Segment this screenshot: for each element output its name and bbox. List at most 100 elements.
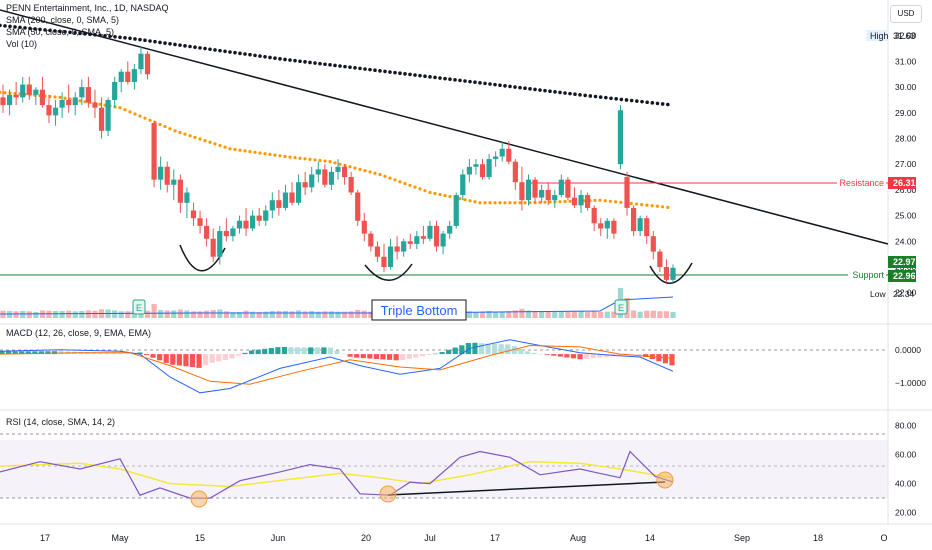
candle-body[interactable] xyxy=(79,87,85,98)
candle-body[interactable] xyxy=(433,225,440,247)
currency-button[interactable]: USD xyxy=(890,5,922,23)
rsi-divergence-line[interactable] xyxy=(387,481,666,496)
candle-body[interactable] xyxy=(0,97,6,106)
candle-body[interactable] xyxy=(328,171,335,185)
candle-body[interactable] xyxy=(197,218,203,226)
candle-body[interactable] xyxy=(663,267,670,280)
candle-body[interactable] xyxy=(52,107,59,116)
candle-body[interactable] xyxy=(243,220,249,229)
candle-body[interactable] xyxy=(72,97,78,106)
candle-body[interactable] xyxy=(125,71,131,82)
candle-body[interactable] xyxy=(630,207,637,232)
bottom-arc-2[interactable] xyxy=(364,263,413,281)
candle-body[interactable] xyxy=(6,94,13,106)
candle-body[interactable] xyxy=(558,179,564,196)
candle-body[interactable] xyxy=(171,179,177,185)
candle-body[interactable] xyxy=(604,220,610,229)
candle-body[interactable] xyxy=(33,89,39,95)
candle-body[interactable] xyxy=(387,246,394,268)
candle-body[interactable] xyxy=(466,166,472,175)
candle-body[interactable] xyxy=(374,246,381,257)
candle-body[interactable] xyxy=(13,94,19,98)
candle-body[interactable] xyxy=(85,87,91,103)
candle-body[interactable] xyxy=(190,210,197,219)
candle-body[interactable] xyxy=(617,110,624,165)
candle-body[interactable] xyxy=(263,210,269,221)
candle-body[interactable] xyxy=(545,189,551,201)
candle-body[interactable] xyxy=(512,161,518,183)
candle-body[interactable] xyxy=(650,236,656,252)
candle-body[interactable] xyxy=(611,220,617,234)
candle-body[interactable] xyxy=(66,99,72,106)
candle-body[interactable] xyxy=(59,99,65,108)
candle-body[interactable] xyxy=(131,69,137,82)
candle-body[interactable] xyxy=(98,107,105,131)
candle-body[interactable] xyxy=(236,220,243,229)
candle-body[interactable] xyxy=(624,177,630,208)
candle-body[interactable] xyxy=(138,53,144,70)
candle-body[interactable] xyxy=(223,231,229,237)
candle-body[interactable] xyxy=(282,192,289,208)
candle-body[interactable] xyxy=(361,220,367,234)
candle-body[interactable] xyxy=(295,182,302,203)
candle-body[interactable] xyxy=(585,195,591,208)
sma200-legend[interactable]: SMA (200, close, 0, SMA, 5) xyxy=(6,15,120,25)
rsi-low-marker[interactable] xyxy=(190,490,208,508)
candle-body[interactable] xyxy=(552,195,558,201)
candle-body[interactable] xyxy=(486,159,492,178)
descending-trendline[interactable] xyxy=(0,9,889,245)
candle-body[interactable] xyxy=(407,241,413,244)
candle-body[interactable] xyxy=(440,233,446,247)
earnings-marker[interactable]: E xyxy=(132,299,146,315)
candle-body[interactable] xyxy=(427,225,433,239)
candle-body[interactable] xyxy=(355,192,361,221)
candle-body[interactable] xyxy=(499,148,505,157)
candle-body[interactable] xyxy=(335,166,341,172)
candle-body[interactable] xyxy=(112,81,118,100)
candle-body[interactable] xyxy=(539,189,545,198)
candle-body[interactable] xyxy=(177,179,183,203)
candle-body[interactable] xyxy=(164,166,170,185)
candle-body[interactable] xyxy=(473,164,479,167)
candle-body[interactable] xyxy=(92,102,98,108)
candle-body[interactable] xyxy=(322,169,328,185)
candle-body[interactable] xyxy=(210,238,216,257)
candle-body[interactable] xyxy=(230,228,236,237)
candle-body[interactable] xyxy=(302,182,308,188)
candle-body[interactable] xyxy=(20,84,26,98)
candle-body[interactable] xyxy=(460,174,466,196)
candle-body[interactable] xyxy=(26,84,32,95)
candle-body[interactable] xyxy=(158,166,164,180)
candle-body[interactable] xyxy=(368,233,374,247)
macd-legend[interactable]: MACD (12, 26, close, 9, EMA, EMA) xyxy=(6,328,152,338)
rsi-low-marker[interactable] xyxy=(656,471,674,489)
candle-body[interactable] xyxy=(420,236,426,239)
sma50-legend[interactable]: SMA (50, close, 0, SMA, 5) xyxy=(6,27,115,37)
candle-body[interactable] xyxy=(479,164,486,178)
rsi-axis[interactable]: 80.00 60.00 40.00 20.00 xyxy=(895,420,917,517)
candle-body[interactable] xyxy=(184,192,190,203)
candle-body[interactable] xyxy=(670,267,676,280)
candle-body[interactable] xyxy=(105,99,111,131)
candle-body[interactable] xyxy=(381,256,387,268)
candle-body[interactable] xyxy=(565,179,571,198)
rsi-legend[interactable]: RSI (14, close, SMA, 14, 2) xyxy=(6,417,116,427)
candle-body[interactable] xyxy=(46,105,52,116)
candle-body[interactable] xyxy=(256,215,262,221)
candle-body[interactable] xyxy=(269,200,275,211)
candle-body[interactable] xyxy=(118,71,124,82)
candle-body[interactable] xyxy=(525,179,532,201)
candle-body[interactable] xyxy=(414,236,420,244)
time-axis[interactable]: 17 May 15 Jun 20 Jul 17 Aug 14 Sep 18 O xyxy=(40,533,888,543)
candle-body[interactable] xyxy=(39,89,46,106)
candle-body[interactable] xyxy=(578,195,584,206)
candle-body[interactable] xyxy=(591,207,597,224)
bottom-arc-3[interactable] xyxy=(649,262,693,284)
candle-body[interactable] xyxy=(506,148,512,162)
candle-body[interactable] xyxy=(598,223,604,229)
candle-body[interactable] xyxy=(532,179,538,198)
candle-body[interactable] xyxy=(447,225,453,234)
candle-body[interactable] xyxy=(519,182,525,201)
candle-body[interactable] xyxy=(644,218,650,237)
